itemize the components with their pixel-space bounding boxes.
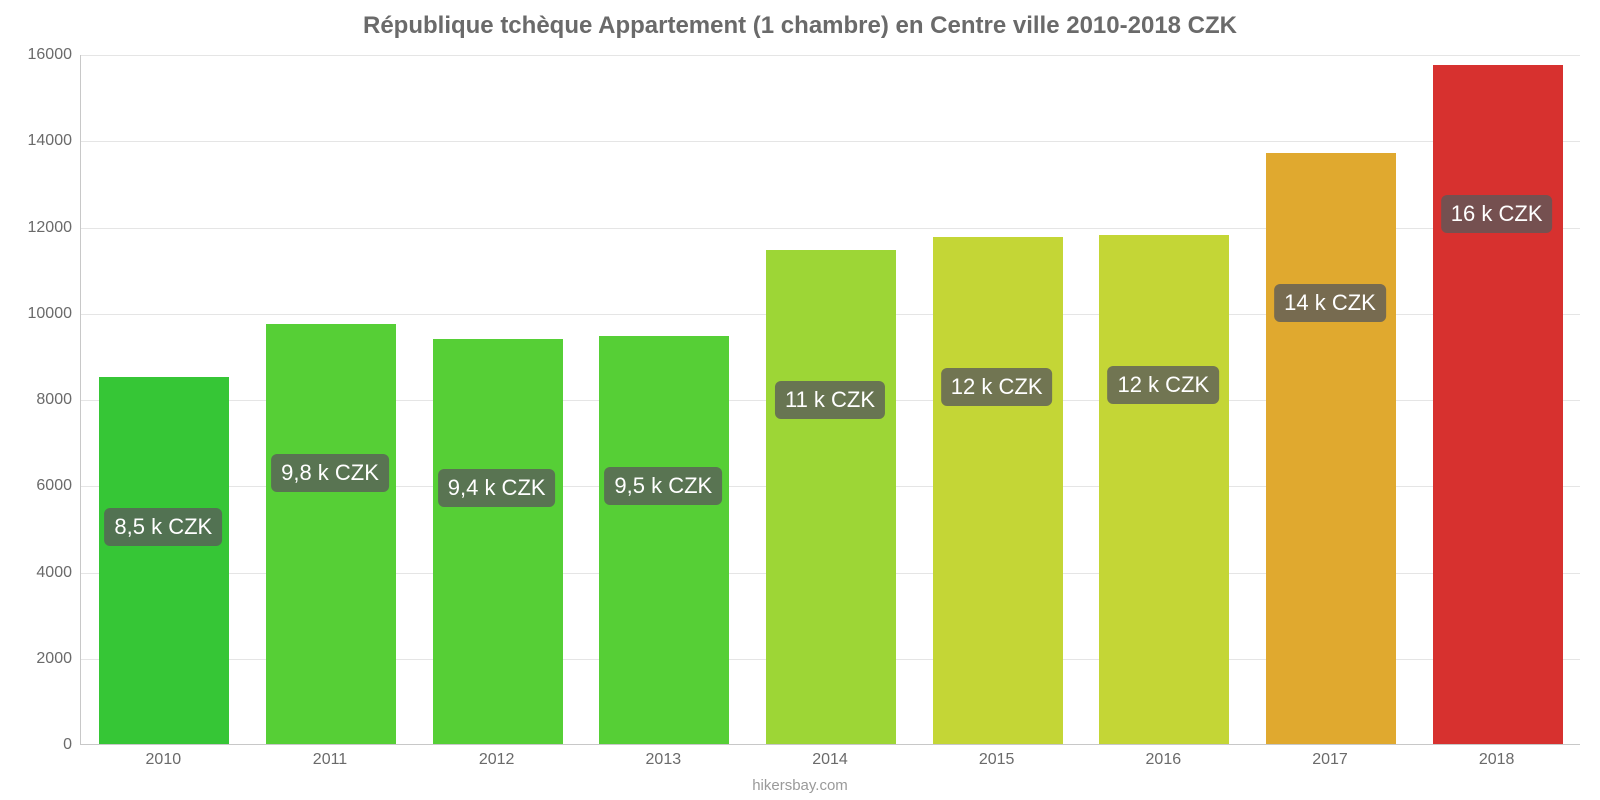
gridline [81, 55, 1580, 56]
bar-value-label: 12 k CZK [1107, 366, 1219, 404]
x-tick-label: 2016 [1146, 751, 1182, 769]
bar [1099, 235, 1229, 744]
y-tick-label: 8000 [2, 391, 72, 409]
gridline [81, 141, 1580, 142]
y-tick-label: 10000 [2, 305, 72, 323]
x-tick-label: 2012 [479, 751, 515, 769]
bar [1433, 65, 1563, 744]
bar-value-label: 9,5 k CZK [604, 467, 722, 505]
bar-value-label: 16 k CZK [1441, 195, 1553, 233]
y-tick-label: 2000 [2, 650, 72, 668]
y-tick-label: 16000 [2, 46, 72, 64]
x-tick-label: 2011 [313, 751, 347, 769]
x-tick-label: 2015 [979, 751, 1015, 769]
bar-value-label: 11 k CZK [775, 381, 885, 419]
x-tick-label: 2013 [646, 751, 682, 769]
bar-value-label: 8,5 k CZK [104, 508, 222, 546]
y-tick-label: 12000 [2, 219, 72, 237]
source-label: hikersbay.com [0, 777, 1600, 794]
bar [433, 339, 563, 744]
x-tick-label: 2014 [812, 751, 848, 769]
bar-value-label: 9,4 k CZK [438, 469, 556, 507]
x-tick-label: 2018 [1479, 751, 1515, 769]
bar [933, 237, 1063, 744]
bar [1266, 153, 1396, 744]
bar [99, 377, 229, 744]
bar-value-label: 14 k CZK [1274, 284, 1386, 322]
bar [766, 250, 896, 744]
bar-chart: République tchèque Appartement (1 chambr… [0, 0, 1600, 800]
bar [599, 336, 729, 744]
y-tick-label: 6000 [2, 477, 72, 495]
chart-title: République tchèque Appartement (1 chambr… [0, 12, 1600, 40]
y-tick-label: 14000 [2, 132, 72, 150]
bar-value-label: 12 k CZK [941, 368, 1053, 406]
bar-value-label: 9,8 k CZK [271, 454, 389, 492]
y-tick-label: 4000 [2, 564, 72, 582]
y-tick-label: 0 [2, 736, 72, 754]
x-tick-label: 2010 [146, 751, 182, 769]
x-tick-label: 2017 [1312, 751, 1348, 769]
bar [266, 324, 396, 744]
